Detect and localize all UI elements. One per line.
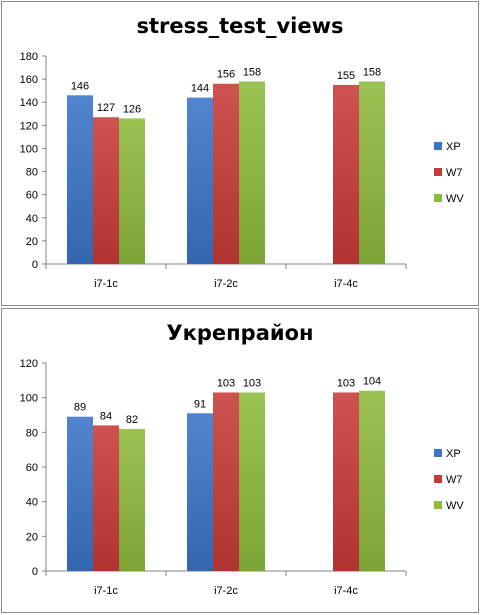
bar-xp [187,413,213,571]
data-label: 127 [97,102,115,114]
bar-wv [359,81,385,264]
y-tick-label: 20 [26,236,38,248]
chart-ukreprayon: Укрепрайон 0 20 40 60 80 100 120 i7-1c 89 84 82 i7-2… [20,321,465,597]
data-label: 158 [243,66,261,78]
chart-panel-ukreprayon: Укрепрайон 0 20 40 60 80 100 120 i7-1c 89 84 82 i7-2… [1,308,479,613]
y-tick-label: 60 [26,462,38,474]
legend-label-w7: W7 [446,167,463,179]
data-label: 158 [363,66,381,78]
y-tick-label: 140 [20,97,38,109]
legend-label-xp: XP [446,141,461,153]
legend-label-xp: XP [446,448,461,460]
data-label: 82 [126,414,138,426]
bar-wv [239,392,265,571]
legend-swatch-xp [434,142,442,150]
y-tick-label: 80 [26,427,38,439]
legend-swatch-w7 [434,168,442,176]
x-tick-label: i7-2c [214,585,238,597]
bar-xp [67,416,93,571]
bar-xp [67,95,93,265]
bar-w7 [213,392,239,571]
y-tick-label: 160 [20,74,38,86]
y-tick-label: 80 [26,167,38,179]
chart-title: stress_test_views [137,14,344,38]
data-label: 84 [100,410,112,422]
legend-swatch-wv [434,501,442,509]
bar-w7 [333,392,359,571]
bar-w7 [93,117,119,264]
x-tick-label: i7-4c [334,278,358,290]
chart-title: Укрепрайон [166,321,313,345]
y-tick-label: 120 [20,358,38,370]
y-tick-label: 100 [20,143,38,155]
data-label: 91 [194,398,206,410]
bar-w7 [213,83,239,264]
bar-w7 [93,425,119,571]
bar-w7 [333,84,359,264]
bar-wv [119,428,145,571]
data-label: 144 [191,83,209,95]
legend-label-wv: WV [446,193,464,205]
y-tick-label: 0 [32,259,38,271]
data-label: 126 [123,103,141,115]
data-label: 156 [217,69,235,81]
bar-wv [359,390,385,571]
bar-xp [187,97,213,264]
data-label: 89 [74,402,86,414]
data-label: 146 [71,80,89,92]
legend-swatch-wv [434,194,442,202]
y-tick-label: 100 [20,393,38,405]
x-tick-label: i7-1c [94,585,118,597]
chart-panel-stress-test-views: stress_test_views 0 20 40 60 80 100 120 140 160 18… [1,1,479,306]
y-tick-label: 60 [26,190,38,202]
y-tick-label: 0 [32,566,38,578]
data-label: 104 [363,376,381,388]
x-tick-label: i7-1c [94,278,118,290]
y-tick-label: 40 [26,213,38,225]
y-tick-label: 20 [26,531,38,543]
x-tick-label: i7-4c [334,585,358,597]
data-label: 103 [243,377,261,389]
legend-label-wv: WV [446,500,464,512]
bar-wv [119,118,145,265]
data-label: 103 [337,377,355,389]
x-tick-label: i7-2c [214,278,238,290]
legend-swatch-w7 [434,475,442,483]
legend-label-w7: W7 [446,474,463,486]
y-tick-label: 180 [20,51,38,63]
y-tick-label: 120 [20,120,38,132]
bar-wv [239,81,265,264]
data-label: 103 [217,377,235,389]
y-tick-label: 40 [26,497,38,509]
legend-swatch-xp [434,449,442,457]
chart-stress-test-views: stress_test_views 0 20 40 60 80 100 120 140 160 18… [20,14,465,290]
data-label: 155 [337,70,355,82]
